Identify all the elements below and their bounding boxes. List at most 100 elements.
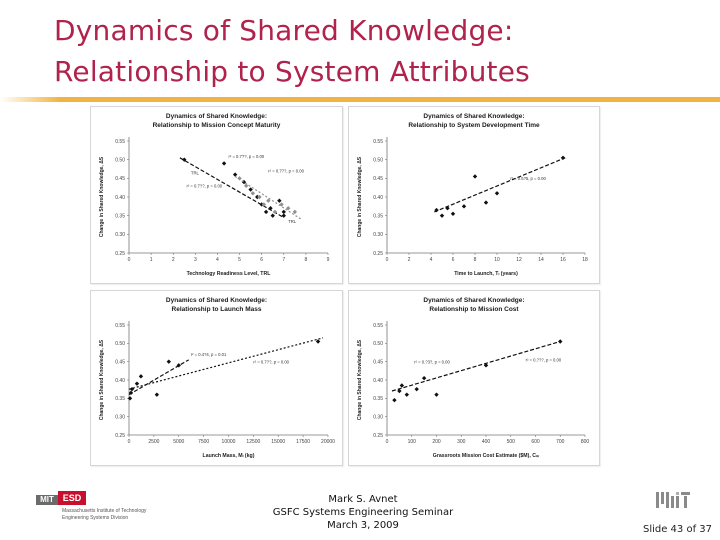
y-axis-label: Change in Shared Knowledge, ΔS bbox=[99, 156, 105, 237]
x-axis-label: Time to Launch, Tₗ (years) bbox=[454, 271, 518, 277]
regression-annotation: r² = 0.7??, p = 0.00 bbox=[268, 169, 304, 174]
chart-subtitle: Relationship to Mission Cost bbox=[429, 306, 519, 313]
y-tick-label: 0.45 bbox=[373, 176, 383, 182]
data-point bbox=[134, 381, 140, 386]
chart-svg: Dynamics of Shared Knowledge: Relationshi… bbox=[357, 297, 590, 459]
data-point bbox=[292, 209, 298, 215]
y-tick-label: 0.40 bbox=[373, 378, 383, 384]
y-tick-label: 0.40 bbox=[373, 195, 383, 201]
data-point bbox=[277, 198, 282, 203]
data-point bbox=[270, 213, 275, 218]
data-point bbox=[315, 339, 321, 344]
x-tick-label: 14 bbox=[538, 257, 544, 263]
chart-panel-mission-cost: Dynamics of Shared Knowledge: Relationshi… bbox=[348, 290, 600, 466]
x-tick-label: 9 bbox=[327, 257, 330, 263]
chart-subtitle: Relationship to System Development Time bbox=[408, 122, 540, 129]
data-point bbox=[494, 191, 500, 196]
x-tick-label: 100 bbox=[408, 439, 417, 445]
x-tick-label: 3 bbox=[194, 257, 197, 263]
x-tick-label: 700 bbox=[556, 439, 565, 445]
logo-institute-line: Massachusetts Institute of Technology bbox=[62, 508, 147, 514]
x-tick-label: 0 bbox=[386, 257, 389, 263]
x-tick-label: 12500 bbox=[246, 439, 260, 445]
data-point bbox=[221, 161, 227, 166]
x-axis-label: Technology Readiness Level, TRL bbox=[187, 271, 272, 277]
regression-annotation: r² = 0.?3?, p = 0.00 bbox=[414, 360, 450, 365]
data-point bbox=[560, 155, 566, 160]
x-tick-label: 16 bbox=[560, 257, 566, 263]
y-axis-label: Change in Shared Knowledge, ΔS bbox=[99, 339, 105, 420]
slide-number: Slide 43 of 37 bbox=[642, 524, 712, 535]
esd-logo-text: ESD bbox=[58, 491, 86, 505]
chart-svg: Dynamics of Shared Knowledge: Relationshi… bbox=[357, 113, 588, 277]
data-point bbox=[397, 388, 402, 394]
data-point bbox=[266, 198, 271, 203]
x-tick-label: 8 bbox=[474, 257, 477, 263]
x-tick-label: 15000 bbox=[271, 439, 285, 445]
y-tick-label: 0.25 bbox=[373, 433, 383, 439]
y-tick-label: 0.25 bbox=[115, 251, 125, 257]
data-point bbox=[281, 213, 286, 218]
chart-title: Dynamics of Shared Knowledge: bbox=[166, 297, 267, 304]
data-point bbox=[257, 194, 262, 200]
data-point bbox=[232, 172, 238, 177]
y-tick-label: 0.50 bbox=[115, 157, 125, 163]
y-tick-label: 0.35 bbox=[373, 213, 383, 219]
x-tick-label: 10000 bbox=[222, 439, 236, 445]
data-point bbox=[404, 392, 409, 397]
data-point bbox=[272, 209, 278, 215]
trend-line bbox=[179, 157, 285, 219]
y-tick-label: 0.40 bbox=[115, 195, 125, 201]
data-point bbox=[182, 157, 187, 162]
data-point bbox=[286, 206, 291, 211]
chart-subtitle: Relationship to Launch Mass bbox=[172, 306, 262, 313]
y-tick-label: 0.55 bbox=[373, 323, 383, 329]
y-tick-label: 0.55 bbox=[373, 139, 383, 145]
regression-annotation: TRL bbox=[191, 171, 200, 176]
y-tick-label: 0.55 bbox=[115, 139, 125, 145]
footer-event: GSFC Systems Engineering Seminar bbox=[272, 507, 454, 518]
data-point bbox=[176, 363, 181, 368]
data-point bbox=[281, 209, 286, 215]
chart-svg: Dynamics of Shared Knowledge: Relationshi… bbox=[99, 113, 330, 277]
data-point bbox=[237, 176, 242, 181]
x-tick-label: 2 bbox=[408, 257, 411, 263]
data-point bbox=[261, 202, 267, 207]
y-tick-label: 0.50 bbox=[373, 341, 383, 347]
x-tick-label: 4 bbox=[216, 257, 219, 263]
x-tick-label: 5000 bbox=[173, 439, 184, 445]
data-point bbox=[472, 174, 478, 179]
y-tick-label: 0.25 bbox=[373, 251, 383, 257]
x-tick-label: 20000 bbox=[321, 439, 335, 445]
y-tick-label: 0.30 bbox=[373, 232, 383, 238]
slide-title-line-1: Dynamics of Shared Knowledge: bbox=[54, 14, 514, 47]
mit-logo-text: MIT bbox=[36, 495, 58, 505]
y-tick-label: 0.55 bbox=[115, 323, 125, 329]
x-axis-label: Grassroots Mission Cost Estimate ($M), C… bbox=[433, 453, 539, 459]
data-point bbox=[263, 209, 269, 215]
data-point bbox=[138, 374, 144, 379]
data-point bbox=[461, 204, 467, 209]
chart-panel-system-development-time: Dynamics of Shared Knowledge: Relationshi… bbox=[348, 106, 600, 284]
mit-logo-icon bbox=[656, 490, 690, 510]
y-tick-label: 0.30 bbox=[373, 414, 383, 420]
chart-panel-launch-mass: Dynamics of Shared Knowledge: Relationshi… bbox=[90, 290, 343, 466]
x-tick-label: 800 bbox=[581, 439, 590, 445]
y-tick-label: 0.50 bbox=[373, 157, 383, 163]
footer-date: March 3, 2009 bbox=[327, 520, 399, 531]
data-point bbox=[450, 211, 456, 216]
chart-panel-mission-concept-maturity: Dynamics of Shared Knowledge: Relationshi… bbox=[90, 106, 343, 284]
y-tick-label: 0.35 bbox=[115, 396, 125, 402]
x-tick-label: 200 bbox=[432, 439, 441, 445]
y-tick-label: 0.30 bbox=[115, 414, 125, 420]
x-tick-label: 7500 bbox=[198, 439, 209, 445]
footer-presenter: Mark S. Avnet bbox=[328, 494, 398, 505]
data-point bbox=[243, 183, 249, 188]
data-point bbox=[483, 200, 489, 205]
chart-subtitle: Relationship to Mission Concept Maturity bbox=[153, 122, 281, 129]
trend-line bbox=[391, 340, 561, 392]
data-point bbox=[558, 339, 563, 344]
regression-annotation: r² = 0.7??, p = 0.00 bbox=[186, 184, 222, 189]
x-tick-label: 7 bbox=[282, 257, 285, 263]
chart-svg: Dynamics of Shared Knowledge: Relationshi… bbox=[99, 297, 335, 459]
